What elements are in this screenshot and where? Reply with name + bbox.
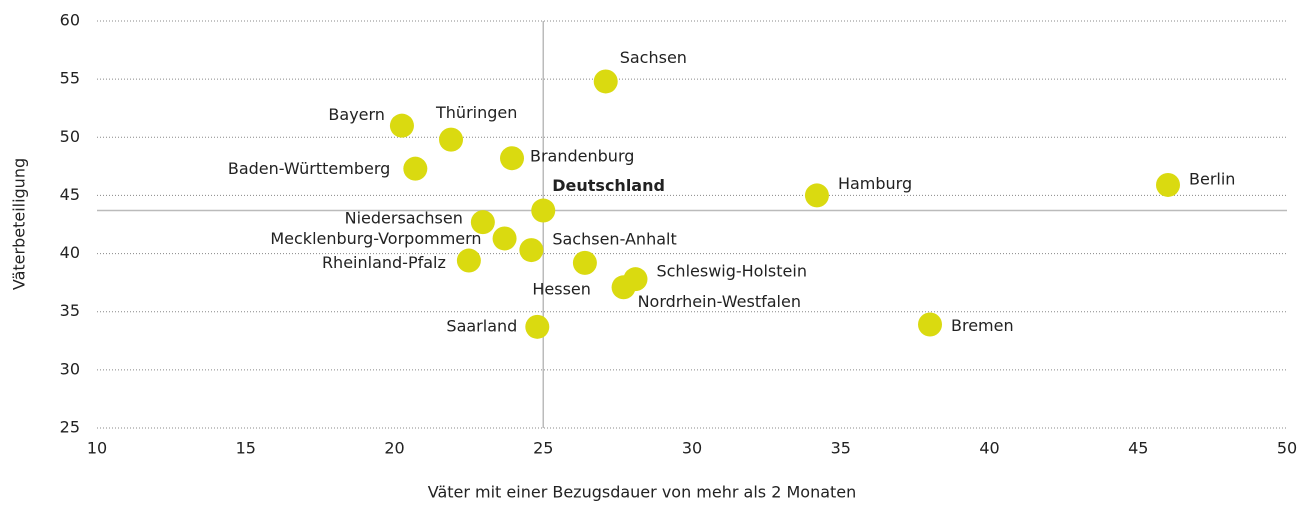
point — [500, 146, 525, 171]
point — [456, 248, 481, 273]
point-label: Niedersachsen — [345, 209, 463, 228]
x-tick-label: 40 — [979, 439, 999, 458]
point-label: Rheinland-Pfalz — [322, 253, 446, 272]
point-label: Deutschland — [552, 176, 665, 195]
y-tick-label: 45 — [60, 185, 80, 204]
x-tick-label: 35 — [831, 439, 851, 458]
point — [492, 226, 517, 251]
point — [389, 113, 414, 138]
point-label: Saarland — [446, 316, 517, 335]
point — [403, 156, 428, 181]
point-label: Sachsen — [620, 48, 687, 67]
y-tick-label: 25 — [60, 418, 80, 437]
point-label: Schleswig-Holstein — [656, 262, 806, 281]
y-tick-label: 55 — [60, 69, 80, 88]
x-tick-label: 20 — [384, 439, 404, 458]
x-tick-label: 45 — [1128, 439, 1148, 458]
point — [804, 183, 829, 208]
point-label: Mecklenburg-Vorpommern — [270, 229, 481, 248]
point-label: Bayern — [328, 105, 385, 124]
point — [439, 127, 464, 152]
x-axis-label: Väter mit einer Bezugsdauer von mehr als… — [428, 483, 857, 502]
point — [470, 210, 495, 235]
point — [593, 69, 618, 94]
y-tick-label: 50 — [60, 127, 80, 146]
x-tick-label: 50 — [1277, 439, 1297, 458]
y-tick-label: 40 — [60, 243, 80, 262]
point-label: Nordrhein-Westfalen — [638, 292, 801, 311]
y-tick-label: 35 — [60, 301, 80, 320]
y-tick-label: 30 — [60, 359, 80, 378]
point — [1156, 172, 1180, 197]
point-label: Baden-Württemberg — [228, 159, 390, 178]
y-tick-label: 60 — [60, 11, 80, 30]
x-tick-label: 25 — [533, 439, 553, 458]
point-label: Bremen — [951, 316, 1014, 335]
point — [572, 250, 597, 275]
x-tick-label: 10 — [87, 439, 107, 458]
point-label: Brandenburg — [530, 147, 634, 166]
point — [525, 314, 550, 339]
x-tick-label: 15 — [236, 439, 256, 458]
point — [611, 275, 636, 300]
x-tick-label: 30 — [682, 439, 702, 458]
point — [531, 198, 556, 223]
point-label: Hamburg — [838, 174, 912, 193]
point-label: Thüringen — [435, 103, 517, 122]
point-label: Hessen — [532, 279, 591, 298]
point-label: Sachsen-Anhalt — [552, 230, 676, 249]
y-axis-label: Väterbeteiligung — [10, 158, 29, 290]
point-label: Berlin — [1189, 169, 1235, 188]
point — [918, 312, 942, 337]
point — [519, 238, 544, 263]
